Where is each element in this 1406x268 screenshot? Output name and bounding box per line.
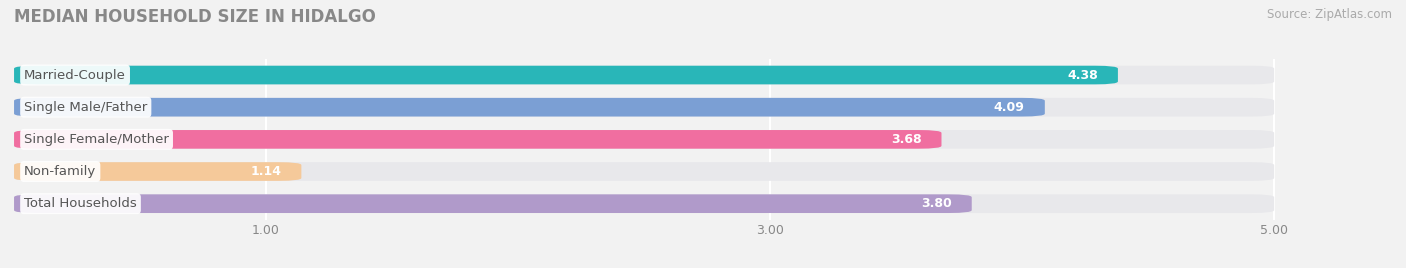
FancyBboxPatch shape — [14, 66, 1274, 84]
Text: 4.38: 4.38 — [1067, 69, 1098, 81]
Text: Total Households: Total Households — [24, 197, 136, 210]
FancyBboxPatch shape — [14, 98, 1274, 117]
Text: Source: ZipAtlas.com: Source: ZipAtlas.com — [1267, 8, 1392, 21]
Text: 3.68: 3.68 — [891, 133, 921, 146]
FancyBboxPatch shape — [14, 130, 942, 149]
Text: Single Female/Mother: Single Female/Mother — [24, 133, 169, 146]
Text: MEDIAN HOUSEHOLD SIZE IN HIDALGO: MEDIAN HOUSEHOLD SIZE IN HIDALGO — [14, 8, 375, 26]
Text: 1.14: 1.14 — [250, 165, 281, 178]
Text: Non-family: Non-family — [24, 165, 97, 178]
Text: 4.09: 4.09 — [994, 101, 1025, 114]
FancyBboxPatch shape — [14, 98, 1045, 117]
Text: Married-Couple: Married-Couple — [24, 69, 127, 81]
FancyBboxPatch shape — [14, 162, 1274, 181]
FancyBboxPatch shape — [14, 194, 1274, 213]
FancyBboxPatch shape — [14, 130, 1274, 149]
FancyBboxPatch shape — [14, 194, 972, 213]
Text: Single Male/Father: Single Male/Father — [24, 101, 148, 114]
FancyBboxPatch shape — [14, 66, 1118, 84]
FancyBboxPatch shape — [14, 162, 301, 181]
Text: 3.80: 3.80 — [921, 197, 952, 210]
